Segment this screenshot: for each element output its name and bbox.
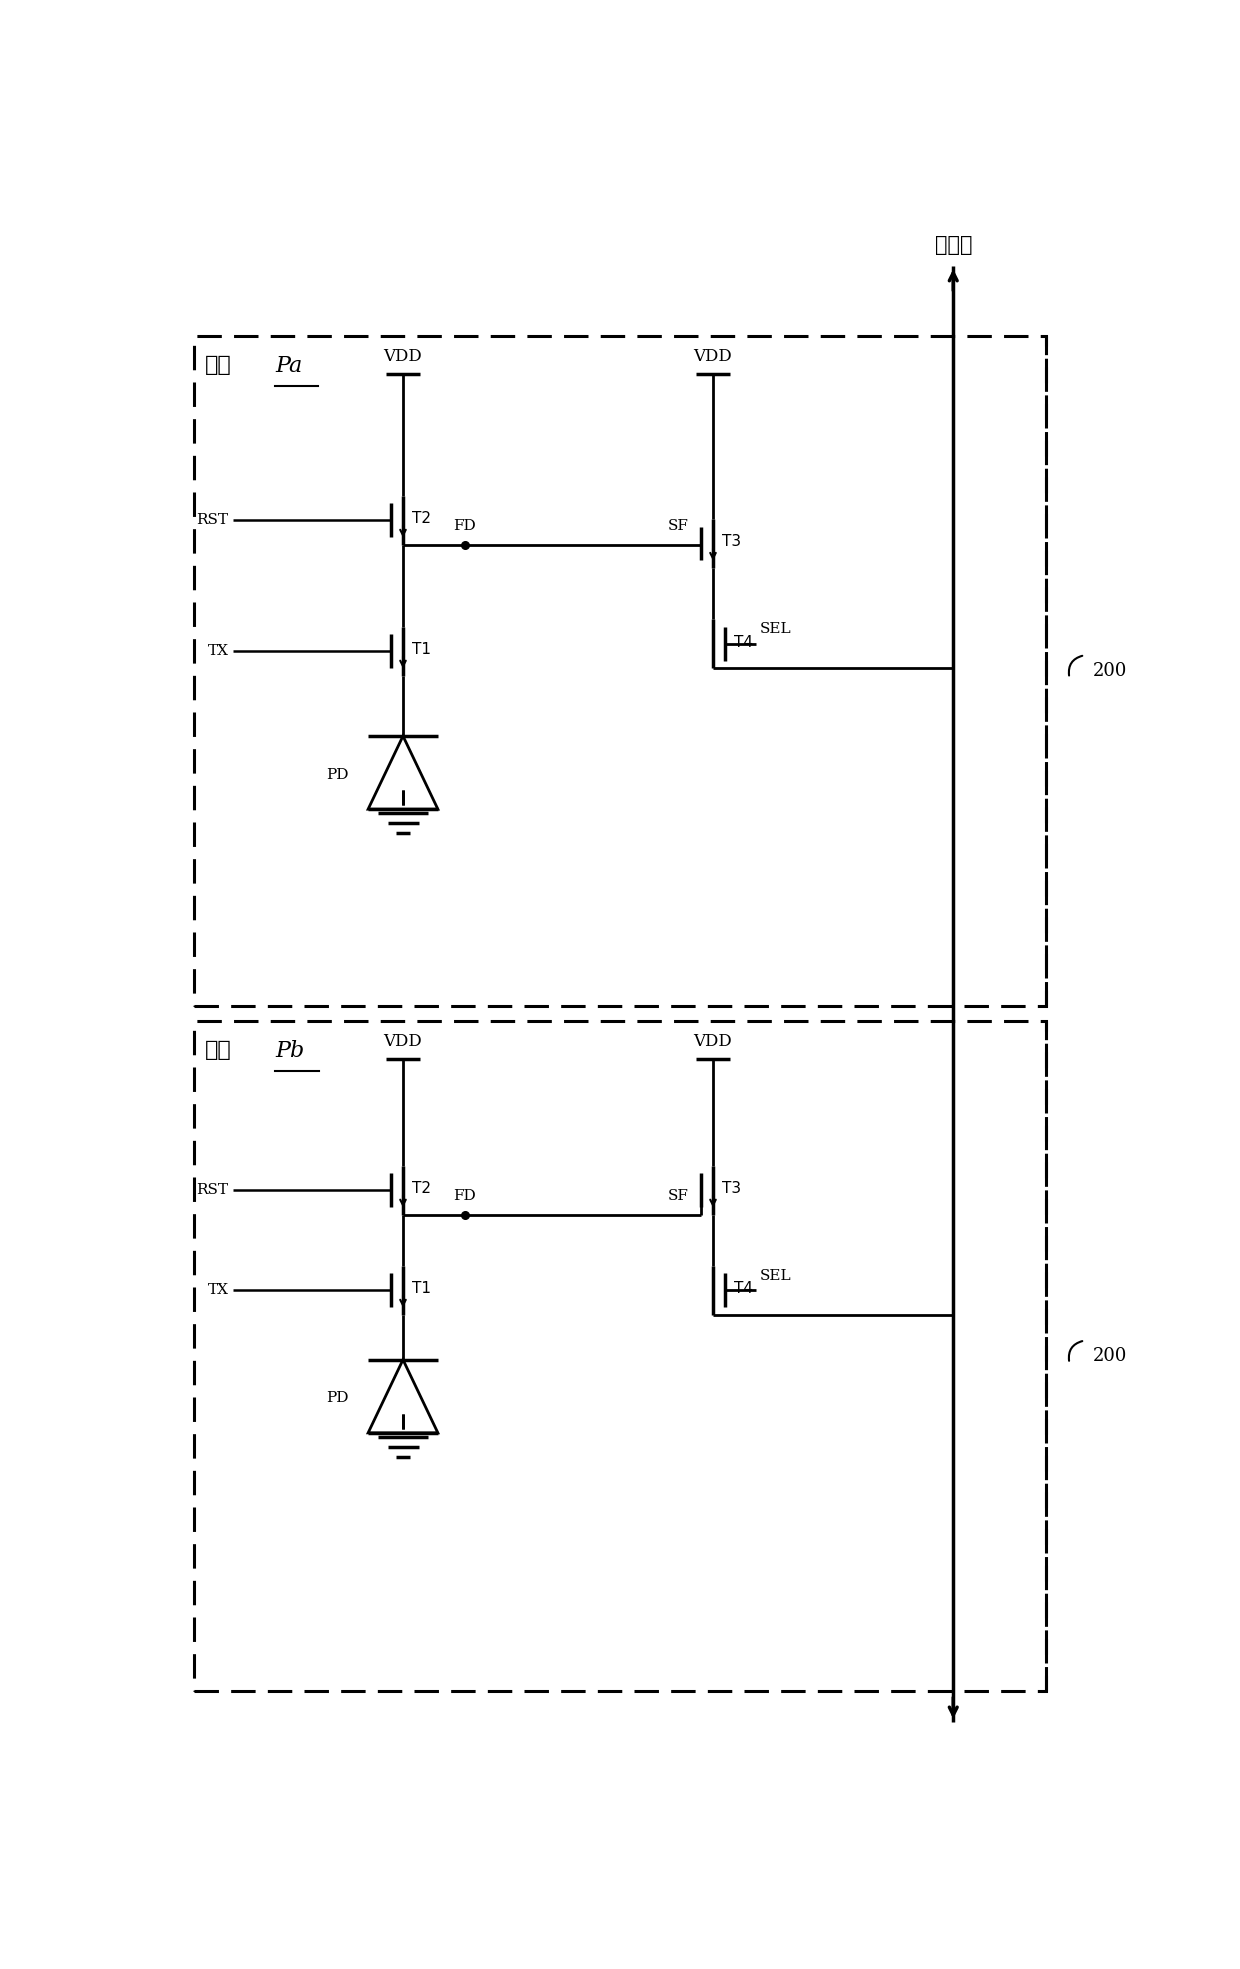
Text: VDD: VDD — [693, 349, 733, 364]
Text: SEL: SEL — [759, 1268, 791, 1282]
Bar — [193, 1020, 1047, 1691]
Text: T3: T3 — [722, 534, 742, 549]
Text: 像素: 像素 — [206, 1040, 232, 1059]
Text: SEL: SEL — [759, 622, 791, 636]
Text: PD: PD — [326, 768, 348, 782]
Text: SF: SF — [667, 1189, 688, 1203]
Text: T1: T1 — [412, 1282, 432, 1296]
Text: T2: T2 — [412, 512, 432, 526]
Text: 像素: 像素 — [206, 354, 232, 374]
Text: T1: T1 — [412, 642, 432, 658]
Text: 200: 200 — [1092, 662, 1127, 679]
Text: Pb: Pb — [275, 1040, 304, 1061]
Text: VDD: VDD — [693, 1034, 733, 1049]
Text: PD: PD — [326, 1392, 348, 1406]
Text: VDD: VDD — [383, 1034, 423, 1049]
Text: T2: T2 — [412, 1181, 432, 1197]
Text: T4: T4 — [734, 1282, 753, 1296]
Text: VDD: VDD — [383, 349, 423, 364]
Text: SF: SF — [667, 520, 688, 534]
Text: T4: T4 — [734, 634, 753, 650]
Text: RST: RST — [197, 514, 228, 528]
Text: 读出列: 读出列 — [935, 234, 972, 254]
Text: T3: T3 — [722, 1181, 742, 1197]
Text: 200: 200 — [1092, 1347, 1127, 1365]
Text: RST: RST — [197, 1183, 228, 1197]
Text: Pa: Pa — [275, 354, 303, 376]
Text: TX: TX — [207, 1284, 228, 1298]
Bar — [193, 335, 1047, 1006]
Text: FD: FD — [454, 520, 476, 534]
Text: TX: TX — [207, 644, 228, 658]
Text: FD: FD — [454, 1189, 476, 1203]
